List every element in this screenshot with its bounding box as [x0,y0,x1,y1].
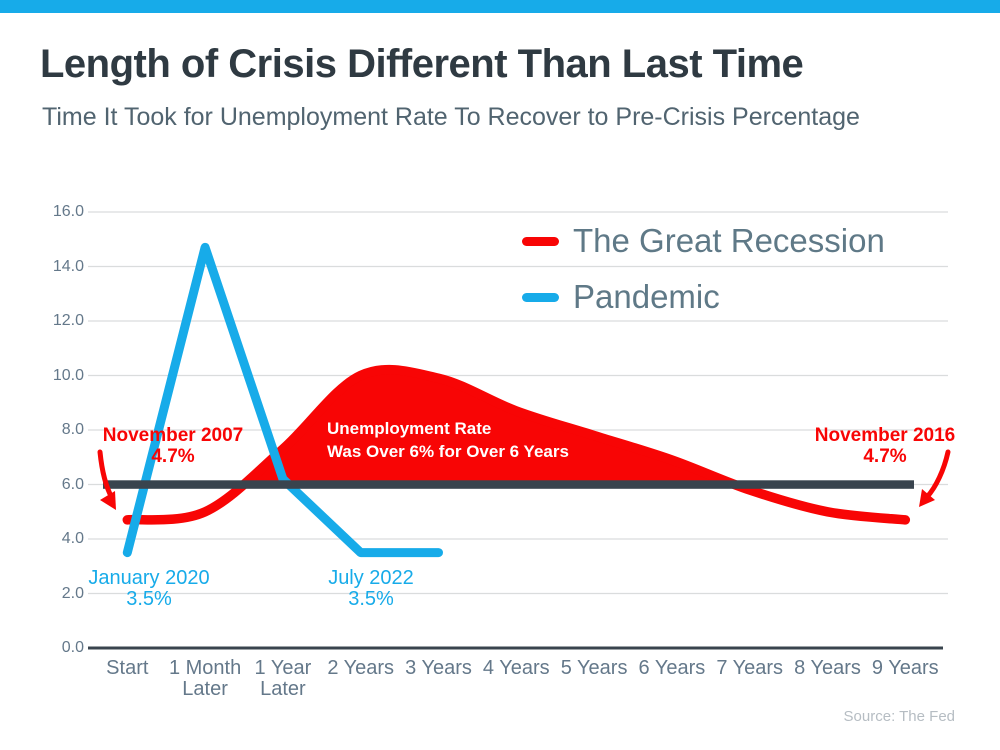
x-axis-category-label: Start [106,657,149,679]
y-axis-tick-label: 2.0 [61,584,84,602]
callout-november-2016-date: November 2016 [814,425,956,446]
legend-item-great-recession: The Great Recession [522,213,885,269]
area-note: Unemployment Rate Was Over 6% for Over 6… [327,417,569,463]
x-axis-category-label: 7 Years [716,657,784,679]
legend: The Great Recession Pandemic [522,213,885,325]
x-axis-category-label: 4 Years [482,657,550,679]
x-axis-category-label: 9 Years [871,657,939,679]
callout-july-2022-value: 3.5% [348,588,394,610]
area-note-line1: Unemployment Rate [327,419,492,438]
pandemic-line [122,242,443,558]
x-axis-category-label: 1 Month Later [168,657,242,700]
page-title: Length of Crisis Different Than Last Tim… [40,42,804,86]
callout-july-2022-date: July 2022 [328,567,414,589]
recession-end-arrow-icon [919,449,951,507]
y-axis-tick-label: 0.0 [61,639,84,656]
callout-july-2022: July 2022 3.5% [291,568,451,610]
accent-bar [0,0,1000,13]
callout-january-2020-value: 3.5% [126,588,172,610]
x-axis-category-label: 3 Years [405,657,472,679]
recession-start-arrow-icon [97,449,116,510]
y-axis-tick-label: 14.0 [52,257,84,275]
six-percent-reference-line [103,480,914,489]
y-axis-tick-label: 16.0 [52,203,84,220]
source-credit: Source: The Fed [843,708,955,725]
callout-november-2016: November 2016 4.7% [805,425,965,467]
y-axis-tick-label: 10.0 [52,366,84,384]
y-axis-tick-label: 8.0 [61,421,84,438]
callout-november-2007-value: 4.7% [151,446,195,467]
legend-swatch-recession-icon [522,236,559,246]
y-axis-tick-label: 4.0 [61,530,84,547]
callout-november-2007: November 2007 4.7% [93,425,253,467]
x-axis-category-label: 1 Year Later [254,657,312,700]
area-note-line2: Was Over 6% for Over 6 Years [327,442,569,461]
callout-november-2007-date: November 2007 [102,425,244,446]
callout-november-2016-value: 4.7% [863,446,907,467]
page-subtitle: Time It Took for Unemployment Rate To Re… [42,103,860,131]
recession-line [122,364,911,525]
y-axis-tick-label: 6.0 [61,475,84,493]
x-axis-category-label: 8 Years [794,657,861,679]
x-axis-category-label: 5 Years [560,657,628,679]
x-axis-category-label: 6 Years [638,657,706,679]
legend-item-pandemic: Pandemic [522,269,885,325]
x-axis-category-label: 2 Years [327,657,395,679]
legend-label-pandemic: Pandemic [573,278,720,315]
callout-january-2020-date: January 2020 [88,567,210,589]
y-axis-tick-label: 12.0 [52,312,84,329]
legend-label-recession: The Great Recession [573,222,885,259]
recession-area-fill [247,369,727,482]
callout-january-2020: January 2020 3.5% [69,568,229,610]
legend-swatch-pandemic-icon [522,292,559,302]
